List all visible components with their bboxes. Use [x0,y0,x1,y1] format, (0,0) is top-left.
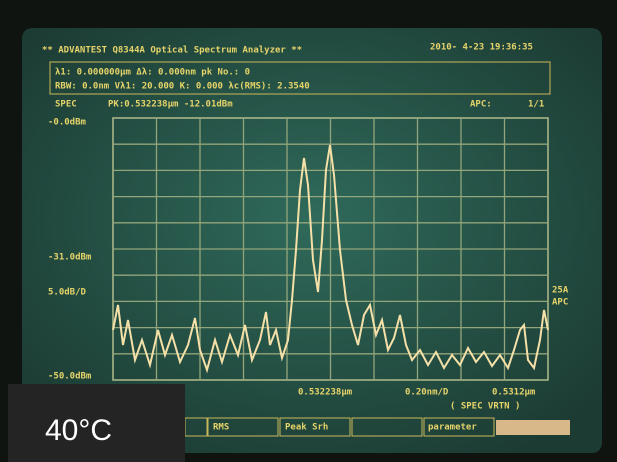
axis-label: -0.0dBm [48,118,87,128]
page: 1/1 [528,100,544,110]
temperature: 40°C [45,414,112,447]
button [351,417,423,437]
header-title: ** ADVANTEST Q8344A Optical Spectrum Ana… [42,45,302,56]
button[interactable] [207,417,279,437]
button[interactable] [279,417,351,437]
button-active [496,420,570,435]
button[interactable] [423,417,495,437]
axis-label: -50.0dBm [48,372,92,382]
param-row: RBW: 0.0nm Vλ1: 20.000 K: 0.000 λc(RMS):… [55,82,310,92]
axis-label: 5.0dB/D [48,288,87,298]
footer-label: 0.5312μm [492,388,536,398]
axis-label: -31.0dBm [48,253,92,263]
button-label: Peak Srh [285,423,328,433]
footer-label: 0.20nm/D [405,388,449,398]
overlay-box [8,384,185,462]
param-box [49,61,551,95]
mode: SPEC [55,100,77,110]
grid [112,117,549,381]
timestamp: 2010- 4-23 19:36:35 [430,43,533,53]
footer-label: ( SPEC VRTN ) [450,402,520,412]
button-label: RMS [213,423,229,433]
footer-label: 0.532238μm [298,388,353,398]
axis-label: 25A [552,286,569,296]
spectrum-trace [112,144,549,374]
button-label: parameter [428,423,477,433]
param-row: λ1: 0.000000μm Δλ: 0.000nm pk No.: 0 [55,68,250,78]
peak-readout: PK:0.532238μm -12.01dBm [108,100,233,110]
apc: APC: [470,100,492,110]
axis-label: APC [552,298,568,308]
